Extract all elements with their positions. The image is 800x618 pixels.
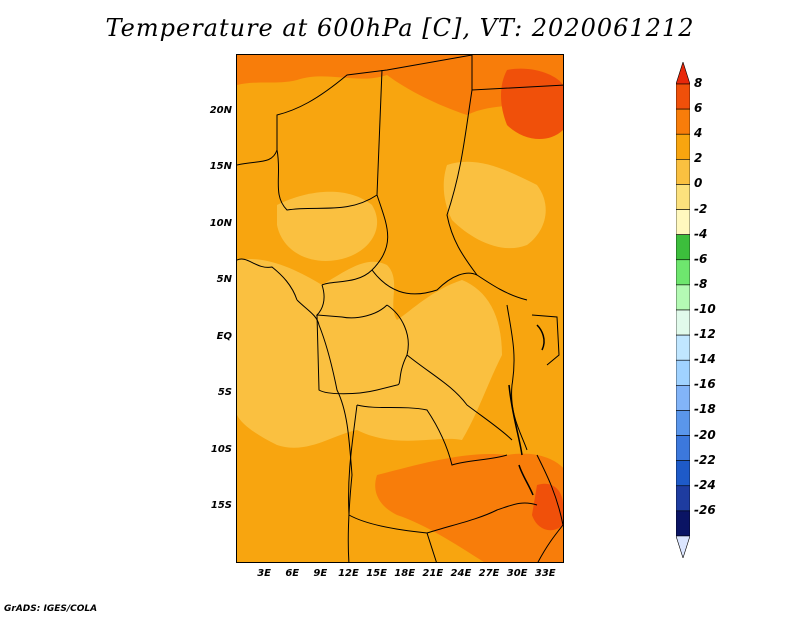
lon-tick-label: 9E: [313, 568, 328, 579]
map-field: [237, 55, 563, 562]
colorbar-swatch: [676, 410, 690, 436]
colorbar-swatch: [676, 259, 690, 286]
lat-tick-label: 5S: [217, 387, 232, 399]
colorbar-label: -22: [694, 452, 716, 467]
colorbar-label: -6: [694, 251, 708, 266]
colorbar-swatch: [676, 460, 690, 487]
colorbar-label: -20: [694, 427, 716, 442]
colorbar-swatch: [676, 108, 690, 135]
lon-tick-label: 18E: [394, 568, 416, 579]
colorbar-swatch: [676, 284, 690, 311]
colorbar-label: 0: [694, 176, 703, 191]
lon-tick-label: 6E: [285, 568, 300, 579]
lat-tick-label: 20N: [209, 104, 232, 116]
colorbar-label: -10: [694, 302, 716, 316]
colorbar-swatch: [676, 385, 690, 411]
colorbar-swatch: [676, 510, 690, 537]
field-region-warm-north: [237, 55, 563, 115]
lon-tick-label: 30E: [506, 568, 528, 579]
colorbar-label: -16: [694, 377, 716, 392]
colorbar-swatch: [676, 309, 690, 336]
lakes: [508, 324, 545, 496]
colorbar-swatch: [676, 485, 690, 512]
lon-tick-label: 24E: [450, 568, 472, 579]
lat-tick-label: 5N: [216, 274, 232, 286]
colorbar-swatch: [676, 334, 690, 361]
lon-tick-label: 33E: [534, 568, 556, 579]
lat-tick-label: 10N: [209, 217, 232, 229]
colorbar-label: 8: [694, 76, 703, 90]
temperature-map: [236, 54, 564, 563]
colorbar-swatch: [676, 159, 690, 185]
colorbar-label: -8: [694, 276, 708, 291]
colorbar-label: -4: [694, 226, 708, 241]
colorbar-bottom-arrow: [676, 535, 690, 558]
colorbar-swatch: [676, 234, 690, 261]
lon-tick-label: 27E: [478, 568, 500, 579]
colorbar-label: 6: [694, 101, 703, 116]
colorbar-swatch: [676, 359, 690, 386]
plot-title: Temperature at 600hPa [C], VT: 202006121…: [105, 14, 695, 42]
colorbar-label: -14: [694, 352, 716, 367]
lat-tick-label: 15N: [209, 161, 232, 173]
lon-tick-label: 3E: [257, 568, 271, 579]
colorbar-swatch: [676, 83, 690, 110]
lon-tick-label: 21E: [422, 568, 444, 579]
field-region-warm-south: [375, 453, 563, 562]
colorbar-top-arrow: [676, 62, 690, 85]
lat-tick-label: 15S: [210, 500, 232, 512]
colorbar-swatch: [676, 184, 690, 210]
colorbar-swatch: [676, 209, 690, 235]
lon-tick-label: 15E: [366, 568, 387, 579]
colorbar-swatch: [676, 435, 690, 461]
colorbar-label: 2: [694, 151, 703, 166]
boundaries: [237, 55, 563, 562]
colorbar-label: -12: [694, 327, 716, 342]
colorbar-label: 4: [694, 126, 703, 141]
field-region-cool-east: [443, 161, 546, 249]
colorbar-label: -18: [694, 402, 716, 417]
colorbar-swatch: [676, 133, 690, 160]
credit-text: GrADS: IGES/COLA: [4, 604, 98, 614]
lat-tick-label: EQ: [216, 330, 232, 342]
lat-tick-label: 10S: [210, 443, 232, 455]
colorbar-label: -2: [694, 201, 708, 216]
colorbar: [676, 62, 690, 558]
colorbar-label: -26: [694, 502, 716, 517]
lon-tick-label: 12E: [338, 568, 359, 579]
field-region-cool: [237, 259, 502, 448]
colorbar-label: -24: [694, 477, 716, 492]
